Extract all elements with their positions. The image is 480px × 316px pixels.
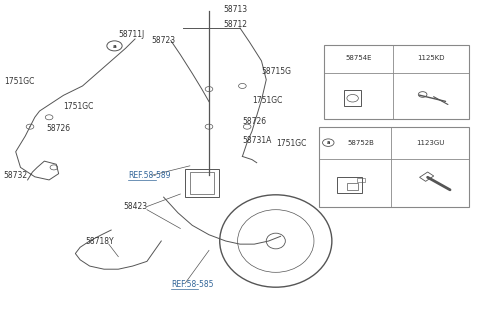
Bar (344, 90, 361, 106)
Text: 58715G: 58715G (262, 67, 291, 76)
Bar (420, 172, 434, 181)
Bar (357, 178, 365, 182)
Text: a: a (113, 44, 116, 49)
Bar (347, 183, 358, 190)
Text: REF.58-585: REF.58-585 (171, 280, 213, 289)
Text: a: a (326, 140, 330, 145)
Text: 1125KD: 1125KD (418, 56, 445, 62)
Text: 1751GC: 1751GC (4, 77, 34, 86)
Text: 58732: 58732 (4, 171, 28, 180)
Text: 1751GC: 1751GC (63, 102, 94, 111)
Text: 58752B: 58752B (348, 140, 374, 146)
Bar (185, 169, 218, 197)
Text: 58712: 58712 (223, 20, 247, 29)
Text: 58726: 58726 (242, 118, 266, 126)
Text: 1751GC: 1751GC (252, 95, 282, 105)
Text: 1123GU: 1123GU (416, 140, 444, 146)
Bar (319, 127, 469, 207)
Text: 58423: 58423 (123, 202, 147, 211)
Text: 1751GC: 1751GC (276, 139, 306, 149)
Text: REF.58-589: REF.58-589 (128, 171, 170, 180)
Text: 58754E: 58754E (345, 56, 372, 62)
Text: 58711J: 58711J (118, 30, 144, 39)
Text: 58731A: 58731A (242, 136, 272, 145)
Text: 58713: 58713 (223, 5, 247, 14)
Bar (190, 172, 214, 194)
Text: 58718Y: 58718Y (85, 236, 114, 246)
Text: 58726: 58726 (47, 124, 71, 133)
Bar (324, 45, 469, 119)
Text: 58723: 58723 (152, 36, 176, 45)
Bar (337, 177, 362, 193)
